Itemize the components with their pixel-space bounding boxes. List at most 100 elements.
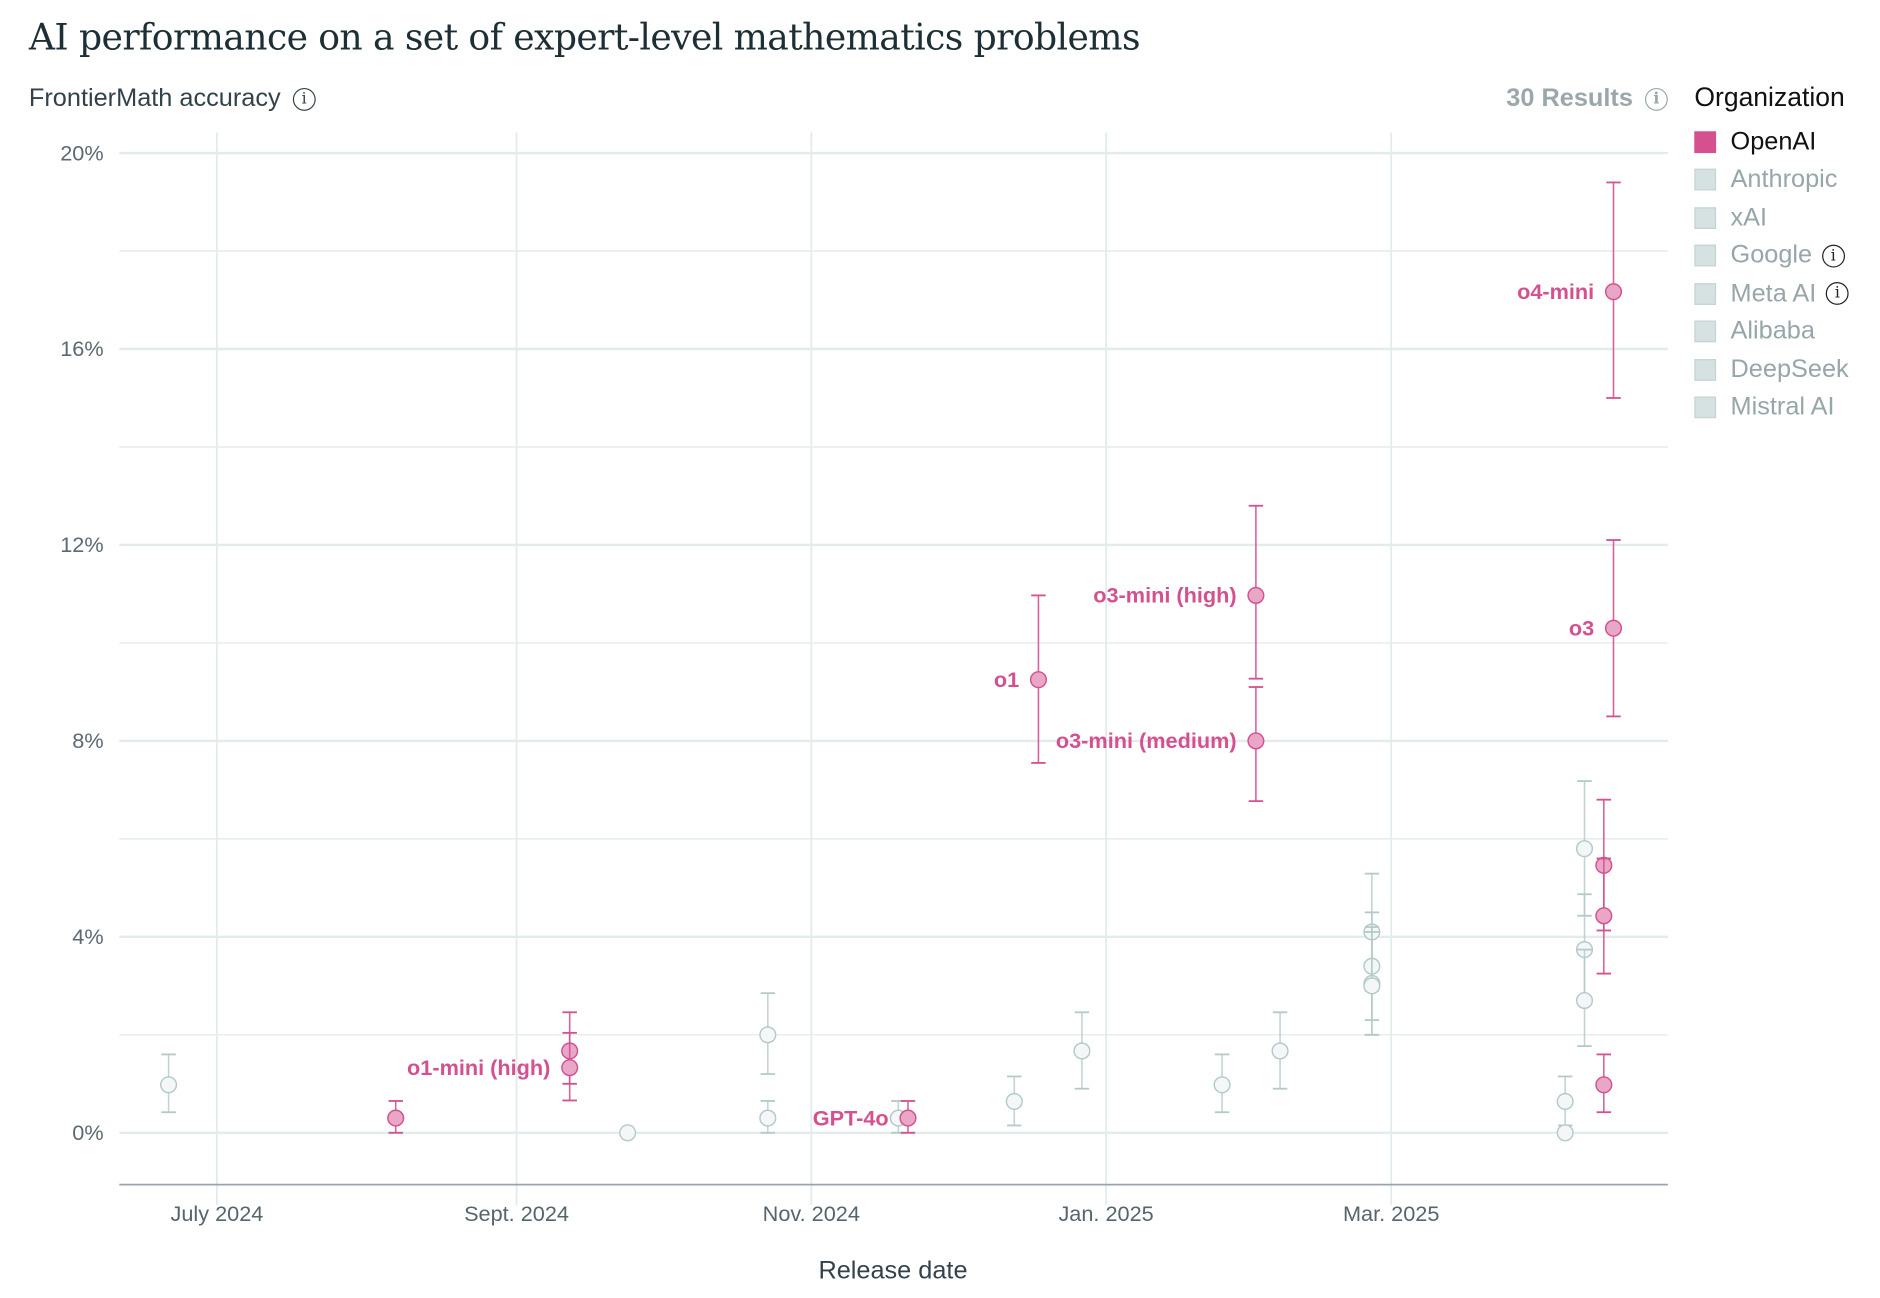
x-tick-label: Nov. 2024 <box>763 1201 860 1226</box>
point-marker <box>1575 991 1594 1010</box>
point-marker <box>1604 619 1623 637</box>
data-point[interactable] <box>1213 1053 1231 1114</box>
point-marker <box>1363 977 1381 995</box>
point-marker <box>1556 1092 1574 1110</box>
legend-title: Organization <box>1694 81 1845 113</box>
data-point[interactable]: o4-mini <box>1517 181 1623 399</box>
point-marker <box>561 1059 579 1077</box>
legend-label: xAI <box>1730 203 1768 232</box>
legend-label: DeepSeek <box>1730 355 1849 383</box>
y-tick-label: 20% <box>60 140 103 165</box>
x-tick-label: Sept. 2024 <box>464 1201 569 1226</box>
metric-label: FrontierMath accuracy <box>28 84 281 113</box>
data-point[interactable] <box>1575 948 1594 1047</box>
data-point[interactable]: o1-mini (high) <box>407 1031 579 1102</box>
info-circle-icon[interactable]: i <box>1644 87 1668 111</box>
data-point[interactable] <box>1595 857 1613 975</box>
point-label: o1-mini (high) <box>407 1055 550 1080</box>
legend-swatch <box>1694 320 1717 343</box>
x-tick-label: July 2024 <box>170 1201 263 1226</box>
y-tick-label: 16% <box>60 336 103 361</box>
x-tick-label: Mar. 2025 <box>1343 1201 1439 1226</box>
point-marker <box>160 1076 178 1094</box>
data-point[interactable] <box>387 1100 405 1134</box>
legend-swatch <box>1694 169 1717 191</box>
legend-item-xai[interactable]: xAI <box>1694 199 1848 237</box>
legend-item-alibaba[interactable]: Alibaba <box>1694 313 1848 351</box>
y-tick-label: 0% <box>72 1120 103 1145</box>
metric-header: FrontierMath accuracy i <box>29 84 316 113</box>
point-label: o1 <box>994 667 1019 692</box>
data-point[interactable] <box>1556 1124 1574 1142</box>
scatter-plot: 0% 4% 8% 12% 16% 20% July 2024 Sept. 2024 Nov. 2… <box>60 132 1668 1285</box>
legend-item-openai[interactable]: OpenAI <box>1694 123 1848 161</box>
point-label: o3-mini (medium) <box>1056 728 1237 753</box>
point-marker <box>1247 732 1265 750</box>
data-point[interactable] <box>1073 1011 1091 1090</box>
point-marker <box>1271 1042 1289 1060</box>
data-point[interactable] <box>759 1100 777 1134</box>
legend-label: Mistral AI <box>1730 393 1835 421</box>
legend-swatch <box>1694 396 1717 419</box>
point-marker <box>759 1109 777 1127</box>
y-tick-label: 12% <box>60 532 103 557</box>
data-point[interactable]: GPT-4o <box>813 1100 917 1134</box>
data-point[interactable]: o3 <box>1569 539 1623 718</box>
legend-item-deepseek[interactable]: DeepSeek <box>1694 351 1849 389</box>
data-point[interactable] <box>1595 1053 1613 1114</box>
x-axis-label: Release date <box>818 1257 967 1285</box>
data-point[interactable] <box>1271 1011 1289 1090</box>
point-marker <box>1604 283 1623 301</box>
data-point[interactable]: o3-mini (medium) <box>1056 686 1265 803</box>
legend-item-meta-ai[interactable]: Meta AI i <box>1694 275 1849 313</box>
point-marker <box>1213 1076 1231 1094</box>
data-point[interactable] <box>1556 1075 1574 1127</box>
data-point[interactable] <box>1005 1075 1023 1127</box>
point-label: o3-mini (high) <box>1093 583 1236 608</box>
legend-label: Anthropic <box>1730 165 1838 194</box>
legend-label: Google <box>1730 241 1813 270</box>
point-marker <box>1595 1076 1613 1094</box>
point-label: GPT-4o <box>813 1105 889 1130</box>
point-label: o4-mini <box>1517 279 1594 304</box>
legend: Organization OpenAI Anthropic xAI Google i Me… <box>1694 81 1849 427</box>
point-marker <box>899 1109 917 1127</box>
results-count: 30 Results i <box>1506 84 1668 113</box>
data-point[interactable]: o1 <box>994 594 1047 764</box>
point-marker <box>619 1124 637 1142</box>
results-count-label: 30 Results <box>1506 84 1633 113</box>
y-tick-label: 4% <box>72 924 103 949</box>
info-circle-icon[interactable]: i <box>1821 244 1845 268</box>
legend-label: OpenAI <box>1730 127 1817 156</box>
point-marker <box>759 1026 777 1044</box>
point-marker <box>1575 840 1594 858</box>
point-marker <box>1073 1042 1091 1060</box>
point-marker <box>387 1109 405 1127</box>
x-tick-label: Jan. 2025 <box>1058 1201 1153 1226</box>
legend-item-mistral-ai[interactable]: Mistral AI <box>1694 389 1848 427</box>
point-marker <box>1556 1124 1574 1142</box>
legend-swatch <box>1694 358 1717 381</box>
point-marker <box>1247 586 1265 604</box>
legend-item-google[interactable]: Google i <box>1694 237 1848 275</box>
legend-swatch <box>1694 244 1717 267</box>
legend-swatch <box>1694 131 1717 153</box>
point-marker <box>1005 1092 1023 1110</box>
legend-item-anthropic[interactable]: Anthropic <box>1694 161 1848 199</box>
data-point[interactable] <box>759 992 777 1075</box>
data-point[interactable] <box>619 1124 637 1142</box>
data-point[interactable] <box>160 1053 178 1114</box>
point-marker <box>1029 671 1047 689</box>
data-point[interactable]: o3-mini (high) <box>1093 504 1265 680</box>
info-circle-icon[interactable]: i <box>292 87 316 111</box>
legend-label: Alibaba <box>1730 317 1815 345</box>
legend-swatch <box>1694 282 1717 305</box>
point-marker <box>1595 907 1613 925</box>
data-point[interactable] <box>1363 931 1381 1036</box>
point-label: o3 <box>1569 615 1594 640</box>
legend-swatch <box>1694 206 1717 229</box>
y-tick-label: 8% <box>72 728 103 753</box>
legend-label: Meta AI <box>1730 279 1817 307</box>
info-circle-icon[interactable]: i <box>1825 282 1849 306</box>
